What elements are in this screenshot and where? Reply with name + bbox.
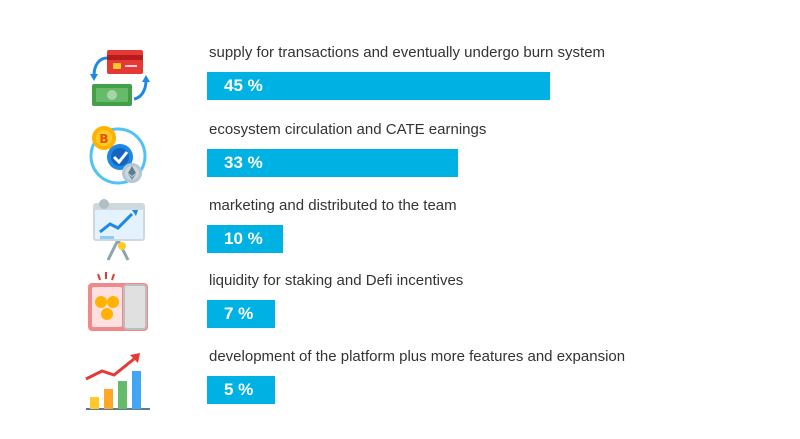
svg-text:B: B bbox=[99, 132, 108, 146]
category-label: development of the platform plus more fe… bbox=[209, 348, 626, 365]
allocation-row: development of the platform plus more fe… bbox=[0, 348, 800, 424]
bar-value-label: 33 % bbox=[224, 153, 263, 172]
category-label: ecosystem circulation and CATE earnings bbox=[209, 121, 487, 138]
bar-value-label: 7 % bbox=[224, 304, 254, 323]
presentation-board-icon bbox=[80, 196, 156, 262]
allocation-bar: 7 % bbox=[207, 300, 275, 328]
allocation-row: marketing and distributed to the team 10 … bbox=[0, 197, 800, 273]
coin-safe-icon bbox=[80, 271, 156, 337]
allocation-row: supply for transactions and eventually u… bbox=[0, 44, 800, 120]
bar-value-label: 45 % bbox=[224, 76, 263, 95]
category-label: supply for transactions and eventually u… bbox=[209, 44, 606, 61]
crypto-coins-cycle-icon: B bbox=[80, 121, 156, 187]
category-label: marketing and distributed to the team bbox=[209, 197, 457, 214]
allocation-row: B ecosystem circulation and CATE earning… bbox=[0, 121, 800, 197]
category-label: liquidity for staking and Defi incentive… bbox=[209, 272, 464, 289]
allocation-row: liquidity for staking and Defi incentive… bbox=[0, 272, 800, 348]
bar-value-label: 5 % bbox=[224, 380, 254, 399]
allocation-bar: 10 % bbox=[207, 225, 284, 253]
allocation-bar: 33 % bbox=[207, 149, 459, 177]
allocation-bar: 45 % bbox=[207, 72, 550, 100]
card-cash-exchange-icon bbox=[80, 46, 156, 112]
growth-bar-chart-icon bbox=[80, 349, 156, 415]
bar-value-label: 10 % bbox=[224, 229, 263, 248]
allocation-bar: 5 % bbox=[207, 376, 275, 404]
